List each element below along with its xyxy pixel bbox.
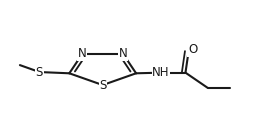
Text: N: N	[78, 47, 86, 60]
Text: O: O	[188, 43, 197, 56]
Text: S: S	[99, 78, 106, 92]
Text: NH: NH	[152, 66, 170, 79]
Text: S: S	[36, 66, 43, 78]
Text: N: N	[119, 47, 128, 60]
